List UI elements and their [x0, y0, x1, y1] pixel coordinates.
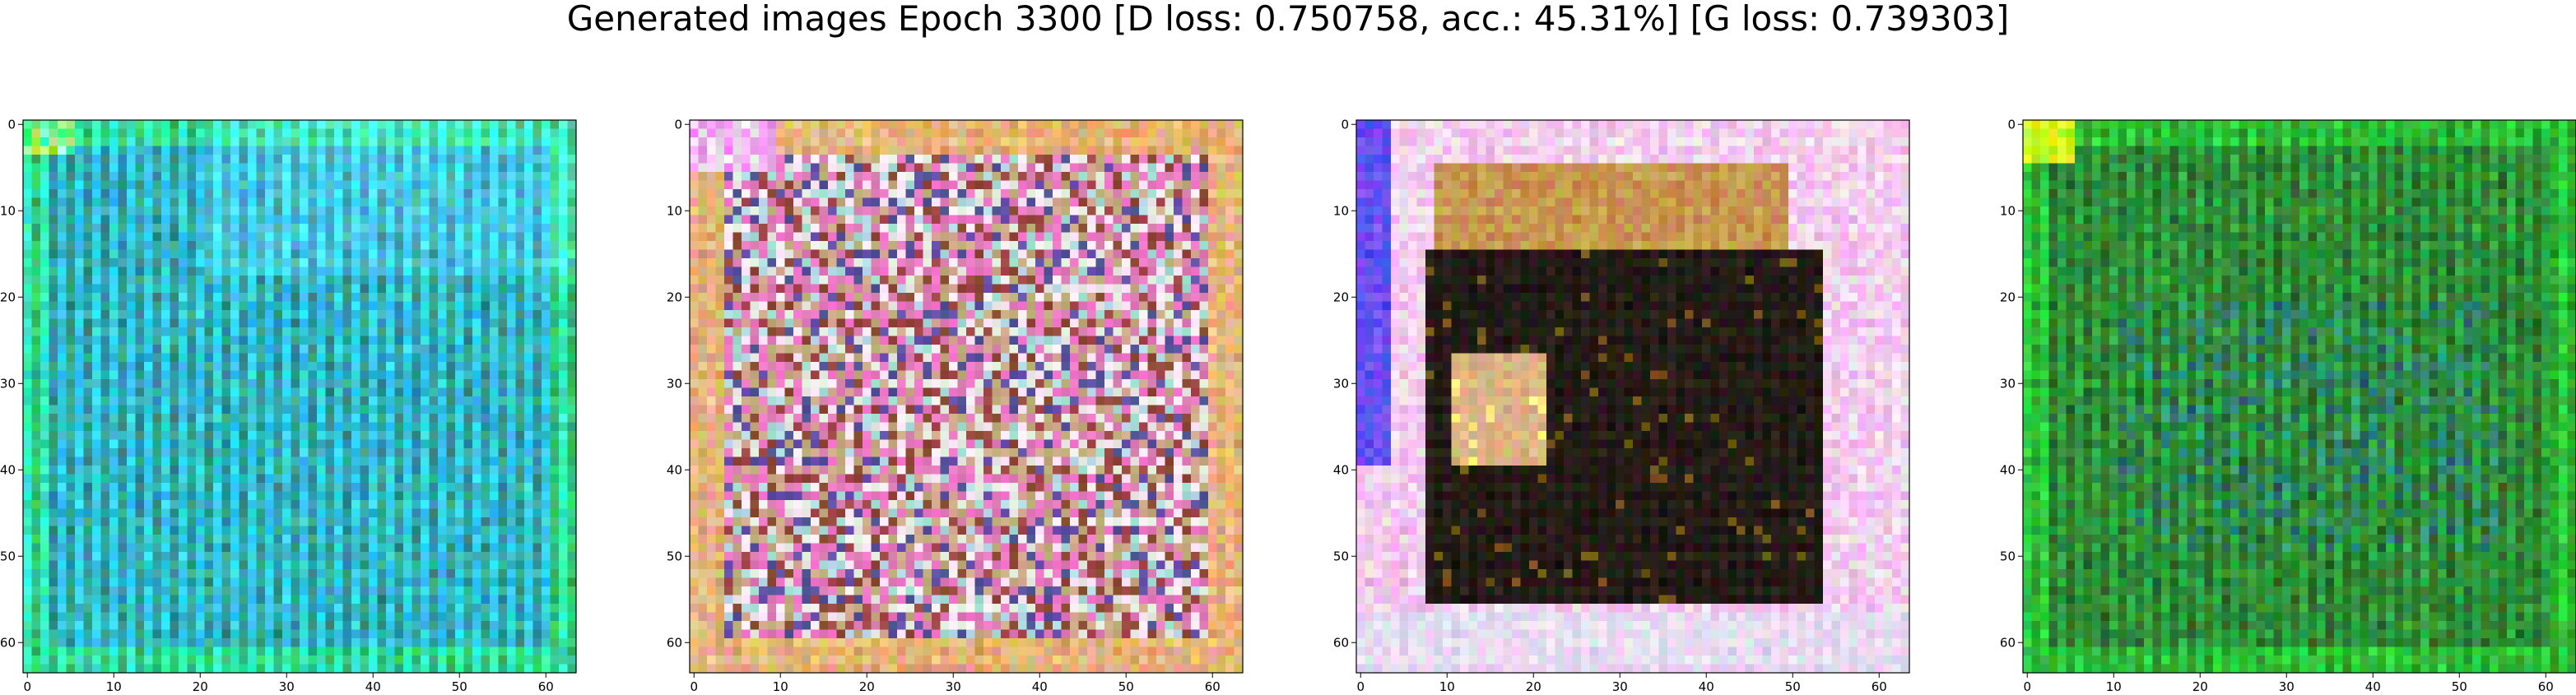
x-tick-label: 10: [106, 679, 122, 694]
axes-frame: [689, 119, 1244, 674]
x-tick-label: 30: [946, 679, 961, 694]
y-tick-label: 30: [1333, 376, 1349, 391]
axes-frame: [22, 119, 577, 674]
x-tick-label: 60: [1872, 679, 1887, 694]
y-tick-label: 20: [2000, 290, 2016, 304]
generated-image-1: [23, 120, 577, 674]
axes-frame: [1355, 119, 1910, 674]
x-tick-label: 40: [2365, 679, 2381, 694]
x-tick-label: 60: [2538, 679, 2554, 694]
generated-image-3: [1356, 120, 1910, 674]
x-tick-label: 20: [1526, 679, 1541, 694]
x-tick-label: 40: [1699, 679, 1714, 694]
image-panel-4: 0 0 10 10 20 20 30 30 40 40 50 50 60 60: [2000, 115, 2576, 694]
y-tick-label: 60: [667, 635, 682, 650]
y-tick-label: 20: [667, 290, 682, 304]
y-tick-label: 50: [667, 549, 682, 563]
x-tick-label: 40: [1032, 679, 1048, 694]
x-tick-label: 10: [2106, 679, 2122, 694]
x-tick-label: 20: [859, 679, 875, 694]
y-tick-label: 40: [0, 462, 16, 477]
image-axes-3: 0 0 10 10 20 20 30 30 40 40 50 50 60 60: [1333, 117, 1910, 694]
figure-title: Generated images Epoch 3300 [D loss: 0.7…: [566, 0, 2010, 39]
y-tick-label: 50: [0, 549, 16, 563]
x-tick-label: 60: [1205, 679, 1221, 694]
image-axes-2: 0 0 10 10 20 20 30 30 40 40 50 50 60 60: [667, 117, 1244, 694]
image-axes-4: 0 0 10 10 20 20 30 30 40 40 50 50 60 60: [2000, 117, 2576, 694]
y-tick-label: 0: [7, 117, 16, 132]
y-tick-label: 0: [674, 117, 682, 132]
y-tick-label: 30: [2000, 376, 2016, 391]
x-tick-label: 30: [279, 679, 295, 694]
y-tick-label: 60: [1333, 635, 1349, 650]
y-tick-label: 50: [1333, 549, 1349, 563]
y-tick-label: 30: [667, 376, 682, 391]
x-tick-label: 50: [1118, 679, 1134, 694]
x-tick-label: 10: [1439, 679, 1455, 694]
x-tick-label: 0: [1356, 679, 1365, 694]
y-tick-label: 60: [2000, 635, 2016, 650]
y-tick-label: 60: [0, 635, 16, 650]
image-axes-1: 0 0 10 10 20 20 30 30 40 40 50 50 60 60: [0, 117, 577, 694]
y-tick-label: 30: [0, 376, 16, 391]
generated-image-2: [690, 120, 1244, 674]
x-tick-label: 20: [2192, 679, 2208, 694]
y-tick-label: 20: [0, 290, 16, 304]
x-tick-label: 60: [538, 679, 554, 694]
y-tick-label: 40: [2000, 462, 2016, 477]
x-tick-label: 0: [690, 679, 698, 694]
x-tick-label: 0: [2023, 679, 2031, 694]
x-tick-label: 0: [23, 679, 31, 694]
y-tick-label: 0: [2007, 117, 2016, 132]
y-tick-label: 20: [1333, 290, 1349, 304]
image-panel-1: 0 0 10 10 20 20 30 30 40 40 50 50 60 60: [0, 115, 588, 694]
x-tick-label: 50: [1785, 679, 1801, 694]
y-tick-label: 50: [2000, 549, 2016, 563]
x-tick-label: 50: [452, 679, 467, 694]
y-tick-label: 40: [667, 462, 682, 477]
y-tick-label: 10: [667, 203, 682, 218]
image-panel-3: 0 0 10 10 20 20 30 30 40 40 50 50 60 60: [1333, 115, 1922, 694]
y-tick-label: 10: [2000, 203, 2016, 218]
x-tick-label: 50: [2452, 679, 2467, 694]
y-tick-label: 10: [1333, 203, 1349, 218]
y-tick-label: 40: [1333, 462, 1349, 477]
x-tick-label: 10: [773, 679, 788, 694]
x-tick-label: 30: [1612, 679, 1628, 694]
x-tick-label: 20: [193, 679, 208, 694]
x-tick-label: 30: [2279, 679, 2295, 694]
axes-frame: [2022, 119, 2576, 674]
generated-image-4: [2023, 120, 2576, 674]
y-tick-label: 10: [0, 203, 16, 218]
image-panel-2: 0 0 10 10 20 20 30 30 40 40 50 50 60 60: [667, 115, 1255, 694]
y-tick-label: 0: [1341, 117, 1349, 132]
x-tick-label: 40: [365, 679, 381, 694]
